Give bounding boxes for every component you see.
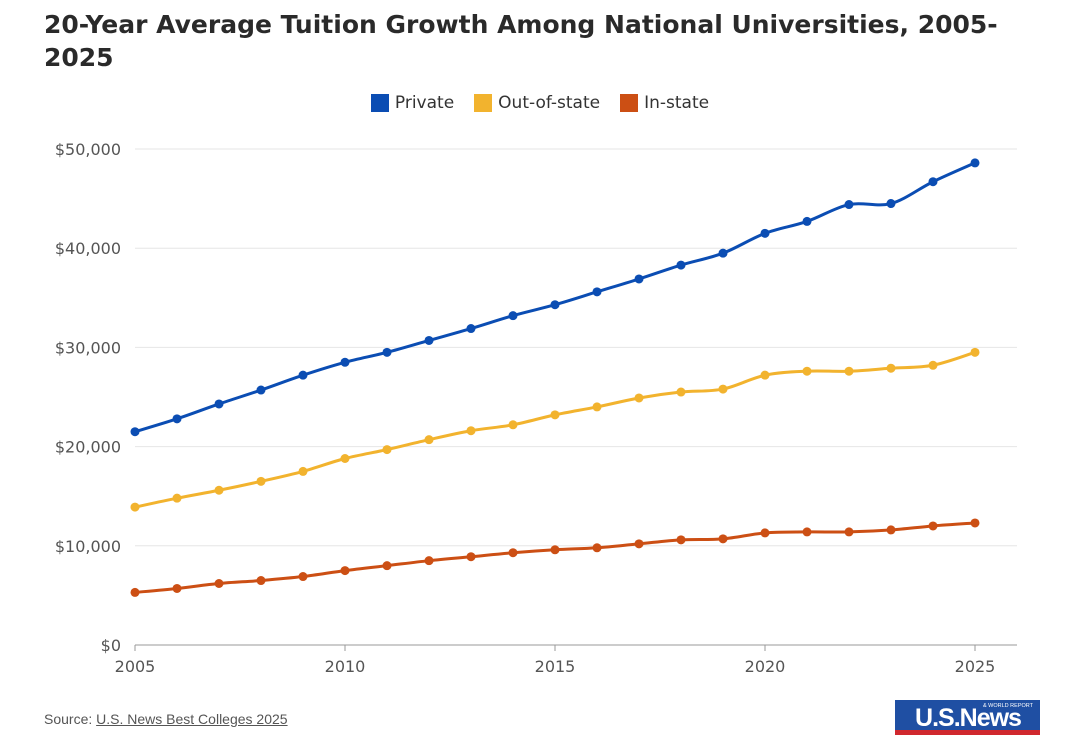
source-prefix: Source: xyxy=(44,711,97,727)
data-point-out-of-state xyxy=(508,420,518,430)
legend-swatch-in-state xyxy=(620,94,639,112)
source-link[interactable]: U.S. News Best Colleges 2025 xyxy=(96,711,288,727)
data-point-in-state xyxy=(172,583,182,593)
data-point-in-state xyxy=(340,566,350,576)
data-point-private xyxy=(592,287,602,297)
legend-item-out-of-state[interactable]: Out-of-state xyxy=(474,93,600,113)
data-point-in-state xyxy=(466,552,476,562)
data-point-out-of-state xyxy=(676,387,686,397)
data-point-out-of-state xyxy=(928,360,938,370)
data-point-out-of-state xyxy=(130,502,140,512)
data-point-out-of-state xyxy=(970,347,980,357)
logo-text: U.S.News xyxy=(915,704,1021,732)
legend-swatch-private xyxy=(370,94,389,112)
data-point-in-state xyxy=(382,561,392,571)
legend-item-private[interactable]: Private xyxy=(370,93,455,113)
y-tick-label: $50,000 xyxy=(55,140,121,159)
data-point-in-state xyxy=(424,556,434,566)
logo-tagline: & WORLD REPORT xyxy=(983,703,1034,709)
data-point-private xyxy=(550,300,560,310)
data-point-in-state xyxy=(298,572,308,582)
data-point-in-state xyxy=(760,528,770,538)
data-point-in-state xyxy=(844,527,854,537)
data-point-out-of-state xyxy=(466,426,476,436)
legend-item-in-state[interactable]: In-state xyxy=(620,93,709,113)
data-point-in-state xyxy=(214,578,224,588)
data-point-in-state xyxy=(718,534,728,544)
data-point-out-of-state xyxy=(886,363,896,373)
data-point-out-of-state xyxy=(424,435,434,445)
x-tick-label: 2020 xyxy=(745,657,786,676)
data-point-in-state xyxy=(802,527,812,537)
y-tick-label: $20,000 xyxy=(55,438,121,457)
data-point-out-of-state xyxy=(298,466,308,476)
data-point-private xyxy=(970,158,980,168)
data-point-out-of-state xyxy=(592,402,602,412)
data-point-private xyxy=(886,199,896,209)
y-tick-label: $30,000 xyxy=(55,338,121,357)
data-point-out-of-state xyxy=(214,485,224,495)
data-point-out-of-state xyxy=(172,493,182,503)
chart-title: 20-Year Average Tuition Growth Among Nat… xyxy=(44,10,998,72)
data-point-private xyxy=(928,177,938,187)
x-tick-label: 2025 xyxy=(955,657,996,676)
data-point-in-state xyxy=(928,521,938,531)
data-point-private xyxy=(298,370,308,380)
source-note: Source: U.S. News Best Colleges 2025 xyxy=(44,711,288,727)
data-point-in-state xyxy=(676,535,686,545)
x-tick-label: 2010 xyxy=(325,657,366,676)
legend-swatch-out-of-state xyxy=(474,94,493,112)
data-point-private xyxy=(844,200,854,210)
data-point-out-of-state xyxy=(844,366,854,376)
data-point-in-state xyxy=(634,539,644,549)
data-point-in-state xyxy=(508,548,518,558)
data-point-private xyxy=(130,427,140,437)
x-tick-label: 2015 xyxy=(535,657,576,676)
data-point-out-of-state xyxy=(340,454,350,464)
data-point-private xyxy=(676,260,686,270)
data-point-in-state xyxy=(970,518,980,528)
data-point-in-state xyxy=(886,525,896,535)
data-point-out-of-state xyxy=(802,366,812,376)
data-point-out-of-state xyxy=(634,393,644,403)
data-point-in-state xyxy=(256,576,266,586)
data-point-private xyxy=(382,347,392,357)
data-point-out-of-state xyxy=(550,410,560,420)
data-point-in-state xyxy=(130,587,140,597)
usnews-logo: U.S.News & WORLD REPORT xyxy=(895,700,1040,735)
legend-label-private: Private xyxy=(394,93,455,113)
data-point-private xyxy=(424,335,434,345)
legend-label-in-state: In-state xyxy=(644,93,710,113)
y-tick-label: $10,000 xyxy=(55,537,121,556)
legend: Private Out-of-state In-state xyxy=(0,90,1080,116)
data-point-private xyxy=(256,385,266,395)
x-tick-label: 2005 xyxy=(115,657,156,676)
data-point-out-of-state xyxy=(256,476,266,486)
data-point-out-of-state xyxy=(760,370,770,380)
data-point-private xyxy=(340,357,350,367)
data-point-private xyxy=(760,228,770,238)
data-point-out-of-state xyxy=(718,384,728,394)
data-point-private xyxy=(634,274,644,284)
data-point-in-state xyxy=(592,543,602,553)
y-tick-label: $0 xyxy=(101,636,121,655)
data-point-private xyxy=(508,311,518,321)
y-tick-label: $40,000 xyxy=(55,239,121,258)
data-point-in-state xyxy=(550,545,560,555)
data-point-private xyxy=(466,324,476,334)
data-point-out-of-state xyxy=(382,445,392,455)
data-point-private xyxy=(172,414,182,424)
data-point-private xyxy=(802,216,812,226)
legend-label-out-of-state: Out-of-state xyxy=(498,93,601,113)
data-point-private xyxy=(214,399,224,409)
data-point-private xyxy=(718,248,728,258)
